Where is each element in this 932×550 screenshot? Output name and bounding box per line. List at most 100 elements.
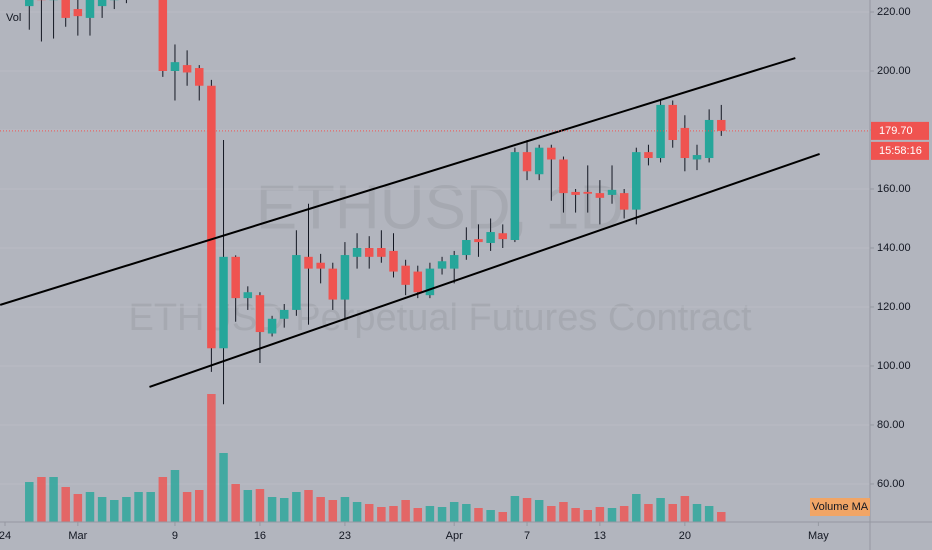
volume-bar	[474, 508, 483, 522]
plot-area	[0, 0, 870, 522]
x-tick-label: 20	[679, 530, 691, 542]
y-tick-label: 80.00	[877, 419, 905, 431]
candle-body	[73, 9, 83, 17]
volume-bar	[304, 490, 313, 522]
volume-bar	[425, 506, 435, 522]
volume-bar	[146, 492, 155, 522]
volume-bar	[680, 496, 690, 522]
candle-body	[158, 0, 168, 71]
volume-bar	[49, 477, 58, 522]
x-tick-label: 24	[0, 530, 11, 542]
candle-body	[534, 147, 544, 175]
y-tick-label: 160.00	[877, 183, 911, 195]
volume-bar	[547, 506, 556, 522]
candle-body	[449, 255, 459, 269]
y-tick-label: 100.00	[877, 360, 911, 372]
volume-bar	[110, 500, 119, 522]
candle-body	[61, 0, 70, 18]
volume-bar	[644, 504, 653, 522]
candle-body	[632, 152, 641, 210]
volume-bar	[182, 492, 192, 522]
candle-body	[607, 189, 617, 195]
volume-bar	[486, 510, 495, 522]
candle-body	[704, 119, 714, 159]
candle-body	[486, 232, 495, 243]
volume-bar	[389, 506, 398, 522]
volume-bar	[595, 507, 605, 522]
last-price-label: 179.70	[879, 125, 913, 137]
volume-bar	[219, 453, 228, 522]
x-tick-label: 9	[172, 530, 178, 542]
volume-bar	[632, 494, 641, 522]
candle-body	[292, 255, 301, 310]
x-tick-label: Mar	[68, 530, 87, 542]
candle-body	[559, 159, 568, 194]
volume-bar	[364, 504, 374, 522]
x-tick-label: Apr	[446, 530, 463, 542]
y-tick-label: 200.00	[877, 65, 911, 77]
candle-body	[279, 309, 289, 319]
volume-bar	[122, 497, 131, 522]
candle-body	[474, 239, 483, 243]
x-tick-label: 16	[254, 530, 266, 542]
volume-bar	[194, 490, 204, 522]
volume-bar	[559, 502, 568, 522]
candle-body	[182, 65, 192, 73]
axes: 60.0080.00100.00120.00140.00160.00180.00…	[0, 6, 929, 542]
volume-bar	[134, 492, 143, 522]
candle-body	[328, 268, 338, 300]
candle-body	[425, 268, 435, 296]
candle-body	[522, 152, 532, 172]
volume-bar	[534, 500, 544, 522]
volume-bar	[413, 508, 423, 522]
countdown-label: 15:58:16	[879, 145, 922, 157]
y-tick-label: 220.00	[877, 6, 911, 18]
candle-body	[498, 233, 508, 240]
volume-bar	[73, 494, 83, 522]
volume-bar	[401, 500, 410, 522]
volume-bar	[85, 492, 95, 522]
volume-bar	[279, 498, 289, 522]
candle-body	[595, 193, 605, 198]
candle-body	[243, 292, 253, 299]
volume-label: Vol	[6, 12, 21, 24]
candle-body	[656, 104, 665, 159]
volume-bar	[340, 497, 350, 522]
candle-body	[377, 247, 386, 257]
volume-bar	[449, 502, 459, 522]
candle-body	[644, 152, 653, 159]
volume-bar	[498, 512, 508, 522]
volume-bar	[704, 506, 714, 522]
volume-bar	[158, 477, 168, 522]
trend-line	[149, 152, 820, 388]
volume-bar	[377, 507, 386, 522]
volume-bar	[462, 504, 471, 522]
candle-body	[170, 62, 180, 71]
volume-bar	[37, 477, 46, 522]
x-tick-label: 23	[339, 530, 351, 542]
candle-body	[97, 0, 107, 7]
candle-body	[462, 240, 471, 256]
volume-bar	[668, 504, 677, 522]
volume-bar	[255, 489, 265, 522]
volume-ma-box	[810, 498, 870, 516]
volume-bar	[316, 497, 325, 522]
candle-body	[619, 193, 629, 210]
volume-bar	[170, 470, 180, 522]
countdown-box	[871, 141, 929, 160]
volume-bar	[607, 508, 617, 522]
candle-body	[401, 265, 410, 285]
candle-body	[571, 191, 580, 195]
candle-body	[389, 250, 398, 272]
y-tick-label: 140.00	[877, 242, 911, 254]
volume-bar	[656, 498, 665, 522]
volume-bar	[571, 508, 580, 522]
volume-bar	[243, 490, 253, 522]
candle-body	[219, 256, 228, 349]
volume-bar	[207, 394, 216, 522]
candle-body	[583, 191, 592, 194]
volume-bar	[267, 497, 277, 522]
volume-bar	[25, 482, 34, 522]
candle-body	[668, 104, 677, 141]
candle-body	[352, 247, 362, 257]
